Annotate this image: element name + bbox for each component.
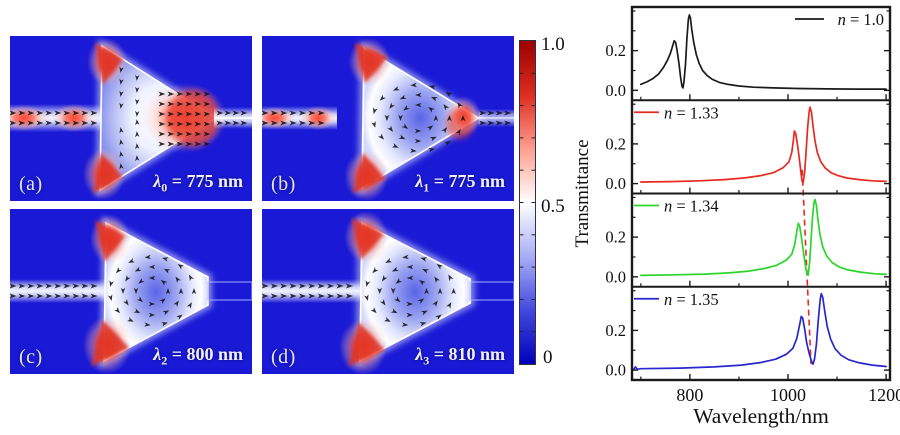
x-tick-label: 800: [676, 385, 703, 405]
colorbar: [519, 40, 536, 365]
lambda-value: = 775 nm: [167, 171, 243, 192]
y-tick-label: 0.0: [605, 361, 626, 380]
y-tick-label: 0.2: [605, 134, 626, 153]
transmittance-chart: 0.0 0.2 0.0 0.2 0.0 0.2 0.0 0.2 800 1000 1200 Wavel…: [565, 0, 900, 435]
legend-label: n = 1.33: [664, 103, 719, 122]
field-panel-a: (a) λ0 = 775 nm: [10, 36, 252, 201]
output-waveguide-stub: [469, 281, 514, 301]
lambda-symbol: λ: [153, 171, 162, 192]
x-tick-label: 1000: [770, 385, 806, 405]
field-map-c: [10, 209, 252, 374]
y-tick-label: 0.2: [605, 228, 626, 247]
field-map-a: [10, 36, 252, 201]
lambda-subscript: 2: [161, 354, 168, 368]
colorbar-label-mid: 0.5: [541, 196, 565, 217]
panel-tag-c: (c): [19, 346, 43, 368]
colorbar-ticks: [520, 72, 535, 333]
panel-tag-b: (b): [271, 173, 296, 195]
resonance-dashed-guide: [801, 169, 812, 365]
y-tick-label: 0.0: [605, 81, 626, 100]
panel-tag-d: (d): [271, 346, 296, 368]
field-arrows: [10, 66, 248, 170]
cavity-shape: [103, 221, 209, 363]
x-axis-label: Wavelength/nm: [693, 404, 829, 428]
lambda-subscript: 1: [423, 181, 430, 195]
lambda-symbol: λ: [415, 344, 424, 365]
lambda-symbol: λ: [415, 171, 424, 192]
y-tick-label: 0.2: [605, 41, 626, 60]
series-line-n=1.0: [639, 14, 887, 90]
field-panel-d: (d) λ3 = 810 nm: [262, 209, 514, 374]
output-waveguide-stub: [207, 281, 252, 301]
field-panel-c: (c) λ2 = 800 nm: [10, 209, 252, 374]
y-tick-label: 0.0: [605, 174, 626, 193]
y-tick-label: 0.2: [605, 321, 626, 340]
lambda-symbol: λ: [153, 344, 162, 365]
wavelength-label-c: λ2 = 800 nm: [153, 344, 243, 369]
lambda-subscript: 3: [423, 354, 430, 368]
legend-label: n = 1.0: [838, 10, 884, 29]
series-line-n=1.34: [639, 198, 887, 277]
colorbar-label-max: 1.0: [541, 34, 565, 55]
field-arrows: [262, 254, 456, 327]
series-line-n=1.33: [639, 106, 887, 184]
legend-label: n = 1.34: [664, 197, 719, 216]
cavity-shape: [359, 221, 472, 363]
wavelength-label-d: λ3 = 810 nm: [415, 344, 505, 369]
colorbar-label-min: 0: [543, 347, 553, 368]
lambda-value: = 810 nm: [429, 344, 505, 365]
panel-tag-a: (a): [19, 173, 43, 195]
x-tick-label: 1200: [868, 385, 900, 405]
series-line-n=1.35: [632, 292, 887, 371]
y-axis-label: Transmittance: [572, 139, 593, 247]
wavelength-label-a: λ0 = 775 nm: [153, 171, 243, 196]
field-map-b: [262, 36, 514, 201]
lambda-value: = 775 nm: [429, 171, 505, 192]
lambda-value: = 800 nm: [167, 344, 243, 365]
chart-frame: [630, 5, 892, 382]
y-tick-label: 0.0: [605, 267, 626, 286]
field-panel-b: (b) λ1 = 775 nm: [262, 36, 514, 201]
field-map-d: [262, 209, 514, 374]
field-arrows: [10, 254, 197, 327]
field-arrows: [262, 82, 512, 153]
cavity-triangle: [361, 46, 481, 190]
lambda-subscript: 0: [161, 181, 168, 195]
wavelength-label-b: λ1 = 775 nm: [415, 171, 505, 196]
legend-label: n = 1.35: [664, 290, 719, 309]
transmittance-chart-svg: 0.0 0.2 0.0 0.2 0.0 0.2 0.0 0.2 800 1000 1200 Wavel…: [572, 5, 900, 428]
